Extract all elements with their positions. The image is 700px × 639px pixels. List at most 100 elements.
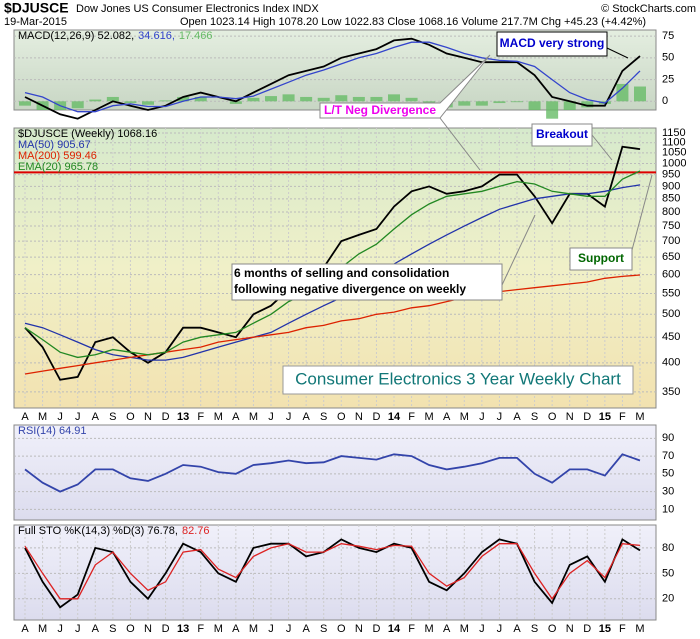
histogram-bar bbox=[19, 101, 31, 106]
histogram-bar bbox=[370, 96, 383, 102]
x-tick-label: S bbox=[320, 411, 327, 423]
x-tick-label: S bbox=[531, 411, 538, 423]
histogram-bar bbox=[159, 100, 172, 102]
x-tick-label: J bbox=[57, 623, 63, 635]
series-line bbox=[24, 453, 641, 493]
x-tick-label: M bbox=[214, 623, 223, 635]
legend-entry: RSI(14) 64.91 bbox=[18, 425, 86, 437]
x-tick-label: S bbox=[109, 411, 116, 423]
annotation-box bbox=[231, 263, 503, 301]
histogram-bar bbox=[177, 96, 190, 102]
arrow bbox=[631, 174, 653, 251]
histogram-bar bbox=[300, 96, 313, 102]
histogram-bar bbox=[475, 101, 488, 106]
histogram-bar bbox=[124, 101, 137, 104]
y-tick-label: 70 bbox=[662, 450, 674, 462]
y-tick-label: 800 bbox=[662, 206, 680, 218]
y-tick-label: 950 bbox=[662, 169, 680, 181]
x-tick-label: N bbox=[144, 623, 152, 635]
x-tick-label: J bbox=[479, 623, 485, 635]
y-tick-label: 10 bbox=[662, 503, 674, 515]
x-tick-label: M bbox=[214, 411, 223, 423]
x-tick-label: D bbox=[372, 623, 380, 635]
x-tick-label: J bbox=[57, 411, 63, 423]
x-tick-label: J bbox=[286, 623, 292, 635]
x-tick-label: A bbox=[513, 411, 521, 423]
y-tick-label: 75 bbox=[662, 30, 674, 42]
credit: © StockCharts.com bbox=[601, 3, 696, 15]
x-tick-label: J bbox=[497, 623, 503, 635]
annotation: Breakout bbox=[536, 127, 588, 141]
x-tick-label: A bbox=[21, 411, 29, 423]
series-line bbox=[24, 41, 641, 113]
x-tick-label: 15 bbox=[599, 623, 611, 635]
legend-entry: MACD(12,26,9) 52.082, bbox=[18, 30, 134, 42]
y-tick-label: 350 bbox=[662, 386, 680, 398]
y-tick-label: 50 bbox=[662, 468, 674, 480]
date: 19-Mar-2015 bbox=[4, 16, 67, 28]
x-tick-label: A bbox=[302, 623, 310, 635]
x-tick-label: F bbox=[197, 623, 204, 635]
y-tick-label: 50 bbox=[662, 52, 674, 64]
series-line bbox=[24, 184, 641, 361]
series-line bbox=[24, 145, 641, 381]
y-tick-label: 450 bbox=[662, 331, 680, 343]
x-tick-label: J bbox=[497, 411, 503, 423]
y-tick-label: 20 bbox=[662, 593, 674, 605]
x-tick-label: A bbox=[92, 411, 100, 423]
annotation: MACD very strong bbox=[500, 36, 605, 50]
histogram-bar bbox=[282, 94, 295, 102]
x-tick-label: A bbox=[232, 623, 240, 635]
histogram-bar bbox=[563, 101, 576, 110]
histogram-bar bbox=[247, 97, 260, 102]
x-tick-label: O bbox=[126, 411, 135, 423]
y-tick-label: 700 bbox=[662, 235, 680, 247]
y-tick-label: 1050 bbox=[662, 147, 686, 159]
legend-entry: 34.616, bbox=[138, 30, 175, 42]
histogram-bar bbox=[546, 101, 559, 119]
series-line bbox=[24, 274, 641, 375]
y-tick-label: 500 bbox=[662, 308, 680, 320]
x-tick-label: O bbox=[126, 623, 135, 635]
histogram-bar bbox=[493, 101, 506, 104]
histogram-bar bbox=[335, 95, 348, 102]
histogram-bar bbox=[229, 101, 242, 104]
x-tick-label: F bbox=[197, 411, 204, 423]
x-tick-label: N bbox=[355, 623, 363, 635]
x-tick-label: F bbox=[619, 411, 626, 423]
x-tick-label: M bbox=[460, 411, 469, 423]
arrow bbox=[606, 47, 629, 59]
histogram-bar bbox=[142, 101, 154, 105]
x-tick-label: A bbox=[232, 411, 240, 423]
x-tick-label: N bbox=[566, 411, 574, 423]
x-tick-label: A bbox=[513, 623, 521, 635]
x-tick-label: J bbox=[75, 411, 81, 423]
histogram-bar bbox=[317, 97, 330, 102]
y-tick-label: 900 bbox=[662, 180, 680, 192]
annotation: 6 months of selling and consolidation fo… bbox=[234, 266, 466, 299]
y-tick-label: 750 bbox=[662, 220, 680, 232]
y-tick-label: 90 bbox=[662, 432, 674, 444]
y-tick-label: 400 bbox=[662, 357, 680, 369]
x-tick-label: M bbox=[38, 411, 47, 423]
index-name: Dow Jones US Consumer Electronics Index … bbox=[76, 3, 319, 15]
annotation: L/T Neg Divergence bbox=[324, 103, 436, 117]
y-tick-label: 600 bbox=[662, 269, 680, 281]
x-tick-label: M bbox=[38, 623, 47, 635]
callout bbox=[319, 54, 491, 119]
x-tick-label: N bbox=[566, 623, 574, 635]
arrow bbox=[591, 134, 613, 161]
histogram-bar bbox=[71, 101, 84, 109]
x-tick-label: J bbox=[286, 411, 292, 423]
series-line bbox=[24, 543, 641, 600]
x-tick-label: 13 bbox=[177, 411, 189, 423]
histogram-bar bbox=[511, 101, 523, 103]
histogram-bar bbox=[89, 99, 102, 102]
panel-background bbox=[13, 424, 657, 521]
x-tick-label: J bbox=[75, 623, 81, 635]
x-tick-label: S bbox=[531, 623, 538, 635]
annotation: Support bbox=[578, 251, 624, 265]
histogram-bar bbox=[528, 101, 541, 110]
x-tick-label: M bbox=[425, 411, 434, 423]
